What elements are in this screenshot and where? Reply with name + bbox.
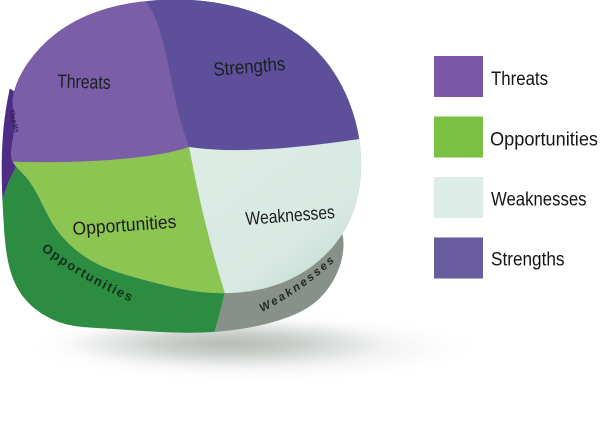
svg-text:Weaknesses: Weaknesses	[491, 190, 587, 211]
svg-text:Threats: Threats	[57, 72, 111, 94]
svg-text:Opportunities: Opportunities	[490, 130, 598, 151]
svg-text:Strengths: Strengths	[491, 250, 565, 271]
svg-text:Threats: Threats	[491, 69, 548, 90]
